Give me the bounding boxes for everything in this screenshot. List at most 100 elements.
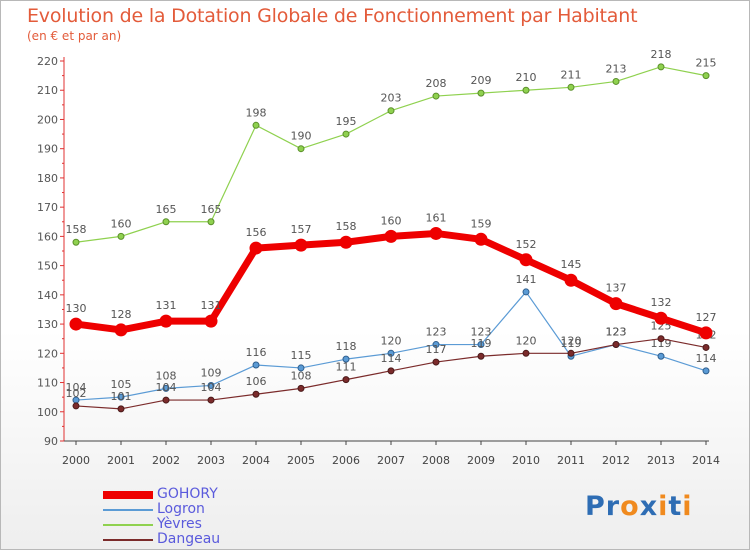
proxiti-logo: Proxiti — [585, 491, 693, 522]
data-point-y-vres — [252, 121, 260, 129]
data-point-y-vres — [702, 72, 710, 80]
data-point-logron — [117, 393, 125, 401]
data-point-logron — [252, 361, 260, 369]
data-point-logron — [162, 384, 170, 392]
data-point-y-vres — [342, 130, 350, 138]
data-point-y-vres — [432, 92, 440, 100]
data-label-logron: 123 — [471, 326, 492, 339]
data-label-dangeau: 120 — [561, 334, 582, 347]
data-point-gohory — [564, 273, 578, 287]
data-point-y-vres — [522, 86, 530, 94]
data-label-dangeau: 106 — [246, 375, 267, 388]
data-label-logron: 141 — [516, 273, 537, 286]
data-label-gohory: 161 — [426, 211, 447, 224]
data-label-dangeau: 104 — [156, 381, 177, 394]
legend-item-logron: Logron — [103, 502, 323, 517]
data-label-y-vres: 158 — [66, 223, 87, 236]
data-label-gohory: 157 — [291, 223, 312, 236]
data-point-dangeau — [612, 341, 620, 349]
data-point-dangeau — [387, 367, 395, 375]
y-tick-label: 190 — [37, 143, 58, 156]
data-label-logron: 105 — [111, 378, 132, 391]
logo-letter: P — [585, 491, 606, 522]
data-point-gohory — [429, 226, 443, 240]
x-tick-label: 2010 — [512, 454, 540, 467]
data-point-y-vres — [297, 145, 305, 153]
data-point-gohory — [159, 314, 173, 328]
legend-item-y-vres: Yèvres — [103, 517, 323, 532]
data-label-logron: 114 — [696, 352, 717, 365]
data-label-y-vres: 195 — [336, 115, 357, 128]
x-tick-label: 2002 — [152, 454, 180, 467]
data-point-logron — [657, 352, 665, 360]
logo-letter: r — [605, 491, 621, 522]
data-label-dangeau: 102 — [66, 387, 87, 400]
data-label-logron: 104 — [66, 381, 87, 394]
y-tick-label: 140 — [37, 289, 58, 302]
y-tick-label: 200 — [37, 113, 58, 126]
data-label-gohory: 131 — [201, 299, 222, 312]
data-point-y-vres — [387, 107, 395, 115]
legend-label-gohory: GOHORY — [157, 486, 218, 502]
data-label-logron: 116 — [246, 346, 267, 359]
data-point-gohory — [384, 229, 398, 243]
data-point-dangeau — [702, 343, 710, 351]
data-point-dangeau — [252, 390, 260, 398]
data-label-logron: 109 — [201, 366, 222, 379]
data-point-y-vres — [612, 77, 620, 85]
data-label-gohory: 137 — [606, 282, 627, 295]
data-point-dangeau — [522, 349, 530, 357]
data-label-y-vres: 165 — [201, 203, 222, 216]
y-tick-label: 180 — [37, 172, 58, 185]
legend-label-logron: Logron — [157, 501, 205, 517]
legend: GOHORY Logron Yèvres Dangeau — [103, 487, 323, 547]
data-point-dangeau — [657, 335, 665, 343]
legend-item-gohory: GOHORY — [103, 487, 323, 502]
legend-item-dangeau: Dangeau — [103, 532, 323, 547]
data-label-gohory: 160 — [381, 214, 402, 227]
data-point-gohory — [339, 235, 353, 249]
data-point-logron — [522, 288, 530, 296]
y-tick-label: 130 — [37, 318, 58, 331]
data-label-logron: 119 — [561, 337, 582, 350]
legend-swatch-dangeau — [103, 539, 153, 541]
y-tick-label: 90 — [44, 435, 58, 448]
data-point-dangeau — [162, 396, 170, 404]
data-label-logron: 118 — [336, 340, 357, 353]
data-label-logron: 108 — [156, 369, 177, 382]
data-label-dangeau: 119 — [471, 337, 492, 350]
data-point-gohory — [609, 297, 623, 311]
legend-swatch-y-vres — [103, 524, 153, 526]
data-label-logron: 123 — [426, 326, 447, 339]
data-label-gohory: 130 — [66, 302, 87, 315]
logo-letter: i — [682, 491, 693, 522]
data-point-y-vres — [477, 89, 485, 97]
chart-subtitle: (en € et par an) — [27, 29, 122, 43]
data-label-gohory: 156 — [246, 226, 267, 239]
data-point-logron — [387, 349, 395, 357]
x-tick-label: 2008 — [422, 454, 450, 467]
data-label-gohory: 145 — [561, 258, 582, 271]
data-point-dangeau — [342, 376, 350, 384]
data-point-gohory — [519, 253, 533, 267]
data-point-dangeau — [207, 396, 215, 404]
chart-title: Evolution de la Dotation Globale de Fonc… — [27, 5, 638, 27]
data-label-gohory: 152 — [516, 238, 537, 251]
x-tick-label: 2004 — [242, 454, 270, 467]
y-tick-label: 210 — [37, 84, 58, 97]
x-tick-label: 2000 — [62, 454, 90, 467]
legend-swatch-gohory — [103, 491, 153, 499]
logo-letter: t — [668, 491, 683, 522]
logo-letter: x — [639, 491, 659, 522]
data-label-dangeau: 101 — [111, 390, 132, 403]
data-label-y-vres: 165 — [156, 203, 177, 216]
data-label-y-vres: 203 — [381, 92, 402, 105]
data-label-y-vres: 208 — [426, 77, 447, 90]
x-tick-label: 2001 — [107, 454, 135, 467]
x-tick-label: 2009 — [467, 454, 495, 467]
data-point-logron — [297, 364, 305, 372]
x-tick-label: 2011 — [557, 454, 585, 467]
data-point-logron — [342, 355, 350, 363]
data-point-dangeau — [72, 402, 80, 410]
